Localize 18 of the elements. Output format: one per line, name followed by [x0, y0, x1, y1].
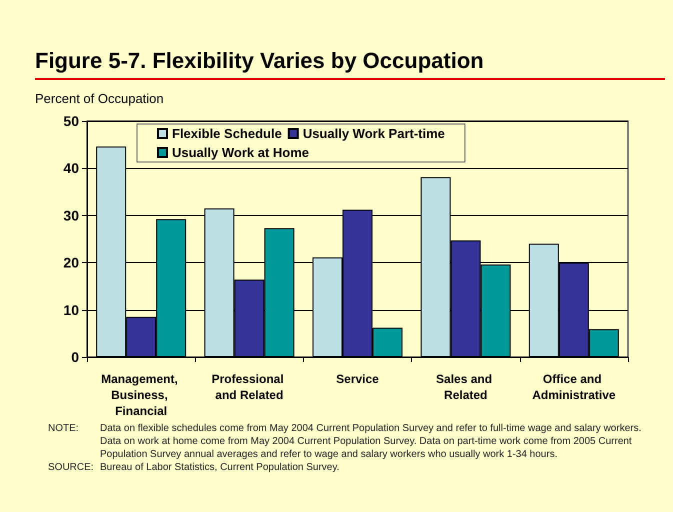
y-tick-label: 0 — [71, 349, 80, 365]
y-tick-label: 40 — [63, 160, 80, 176]
y-tick-label: 10 — [63, 302, 80, 318]
y-tick-label: 30 — [63, 207, 80, 224]
x-tick-label: Professional and Related — [212, 372, 287, 402]
legend-label: Usually Work Part-time — [302, 126, 445, 141]
source-note: SOURCE: Bureau of Labor Statistics, Current Population Survey. — [48, 461, 340, 474]
legend-label: Flexible Schedule — [172, 126, 282, 141]
y-tick-label: 20 — [63, 254, 80, 271]
y-tick-label: 50 — [63, 113, 80, 129]
x-tick-label: Management, Business, Financial — [101, 372, 182, 418]
x-tick-label: Sales and Related — [436, 372, 496, 402]
x-tick-label: Office and Administrative — [532, 372, 616, 402]
x-tick-label: Service — [336, 372, 380, 386]
text: NOTE: Data on flexible schedules come from May 2004 Current Population Survey and refer to full-time wage and salary workers. Data on work at home come from May 2004 Current Population Survey. Data on part-time work come from 2005 Current Population Survey annual averages and refer to wage and salary workers who usually work 1-34 hours. — [48, 423, 642, 460]
y-axis-title: Percent of Occupation — [35, 91, 164, 106]
legend-label: Usually Work at Home — [172, 145, 310, 160]
chart-title: Figure 5-7. Flexibility Varies by Occupation — [35, 48, 665, 80]
